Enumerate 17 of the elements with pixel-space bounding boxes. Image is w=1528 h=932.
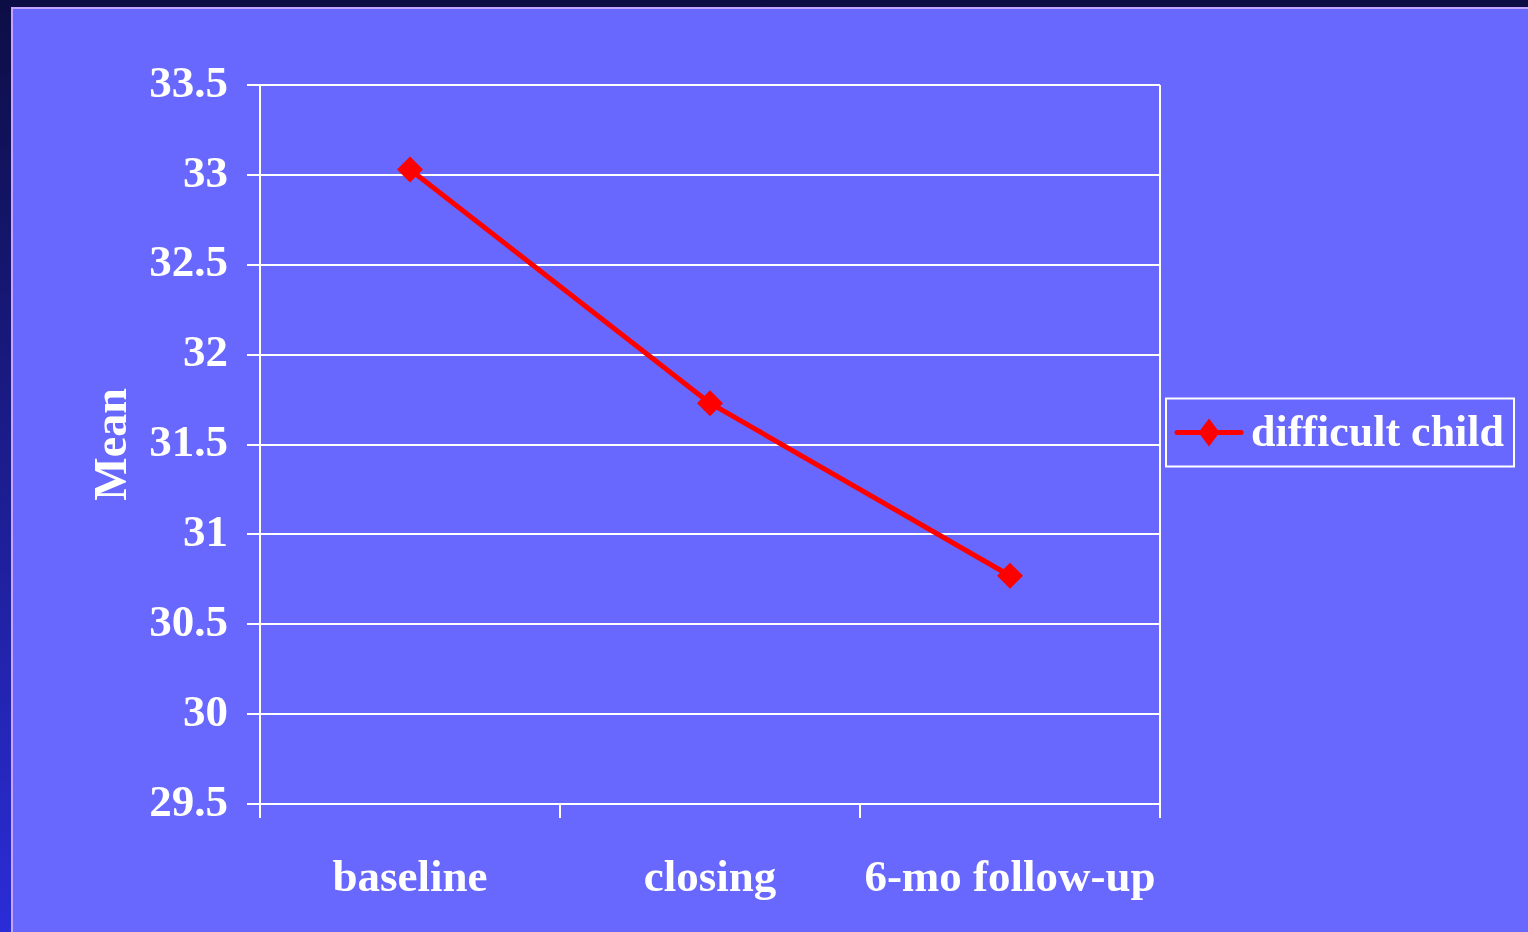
x-tick-label: 6-mo follow-up bbox=[864, 850, 1156, 901]
x-tick-label: baseline bbox=[332, 850, 488, 901]
y-tick-label: 30.5 bbox=[149, 595, 228, 646]
y-tick-label: 33 bbox=[183, 146, 228, 197]
point bbox=[997, 562, 1023, 589]
point bbox=[397, 156, 423, 183]
y-tick-label: 31 bbox=[183, 506, 228, 556]
legend-label: difficult child bbox=[1251, 406, 1505, 456]
x-tick-label: closing bbox=[643, 850, 777, 901]
y-tick-label: 29.5 bbox=[149, 775, 228, 826]
y-tick-label: 33.5 bbox=[149, 56, 228, 107]
point bbox=[697, 390, 723, 417]
y-tick-label: 31.5 bbox=[149, 416, 228, 467]
y-tick-label: 32 bbox=[183, 326, 228, 377]
y-tick-label: 30 bbox=[183, 685, 228, 736]
y-axis-title: Mean bbox=[85, 388, 137, 501]
y-tick-label: 32.5 bbox=[149, 236, 228, 287]
